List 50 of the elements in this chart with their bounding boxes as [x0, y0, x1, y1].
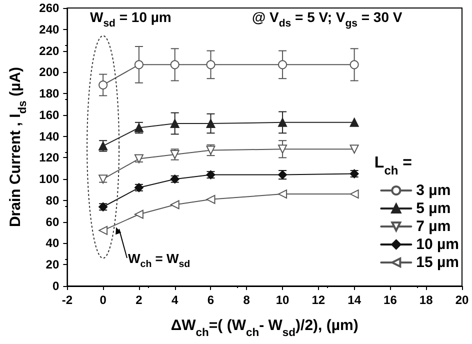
point	[170, 200, 180, 210]
y-tick-label: 80	[46, 193, 60, 208]
point	[350, 190, 359, 199]
y-tick-label: 140	[39, 129, 60, 144]
point	[206, 60, 216, 70]
point	[278, 144, 288, 154]
legend-label: 10 µm	[416, 236, 460, 253]
y-tick-label: 200	[39, 65, 60, 80]
y-tick-label: 60	[46, 214, 60, 229]
y-axis-title: Drain Current , Ids (µA)	[7, 66, 29, 228]
point	[278, 60, 288, 70]
x-tick-label: 10	[276, 293, 290, 307]
point	[206, 118, 216, 128]
y-tick-label: 180	[39, 86, 60, 101]
y-tick-label: 40	[46, 236, 60, 250]
point	[278, 190, 288, 199]
legend-label: 7 µm	[416, 218, 451, 235]
y-tick-label: 0	[52, 279, 60, 293]
y-tick-label: 220	[39, 44, 60, 58]
point	[350, 144, 359, 154]
y-tick-label: 120	[39, 150, 60, 165]
x-tick-label: 8	[243, 293, 250, 307]
x-tick-label: 0	[100, 293, 107, 307]
x-tick-label: -2	[62, 293, 73, 307]
x-tick-label: 4	[172, 293, 179, 307]
x-tick-label: 6	[207, 293, 214, 307]
x-tick-label: 18	[419, 293, 434, 307]
x-tick-label: 14	[348, 293, 362, 307]
point	[206, 194, 216, 204]
legend-label: 3 µm	[416, 182, 451, 199]
x-tick-label: 12	[312, 293, 326, 307]
x-tick-label: 20	[455, 293, 469, 307]
point	[350, 60, 359, 70]
y-tick-label: 260	[39, 1, 60, 15]
x-tick-label: 2	[136, 293, 143, 307]
y-tick-label: 160	[39, 108, 60, 122]
y-tick-label: 240	[39, 22, 60, 36]
point	[278, 118, 288, 127]
legend-label: 15 µm	[416, 254, 460, 271]
point	[170, 60, 180, 70]
point	[98, 80, 108, 90]
y-tick-label: 20	[46, 258, 60, 272]
point	[134, 60, 144, 70]
y-tick-label: 100	[39, 172, 60, 186]
point	[170, 118, 180, 128]
point	[350, 118, 359, 127]
x-tick-label: 16	[384, 293, 398, 307]
point	[98, 226, 108, 235]
point	[134, 210, 144, 219]
legend-label: 5 µm	[416, 200, 451, 217]
